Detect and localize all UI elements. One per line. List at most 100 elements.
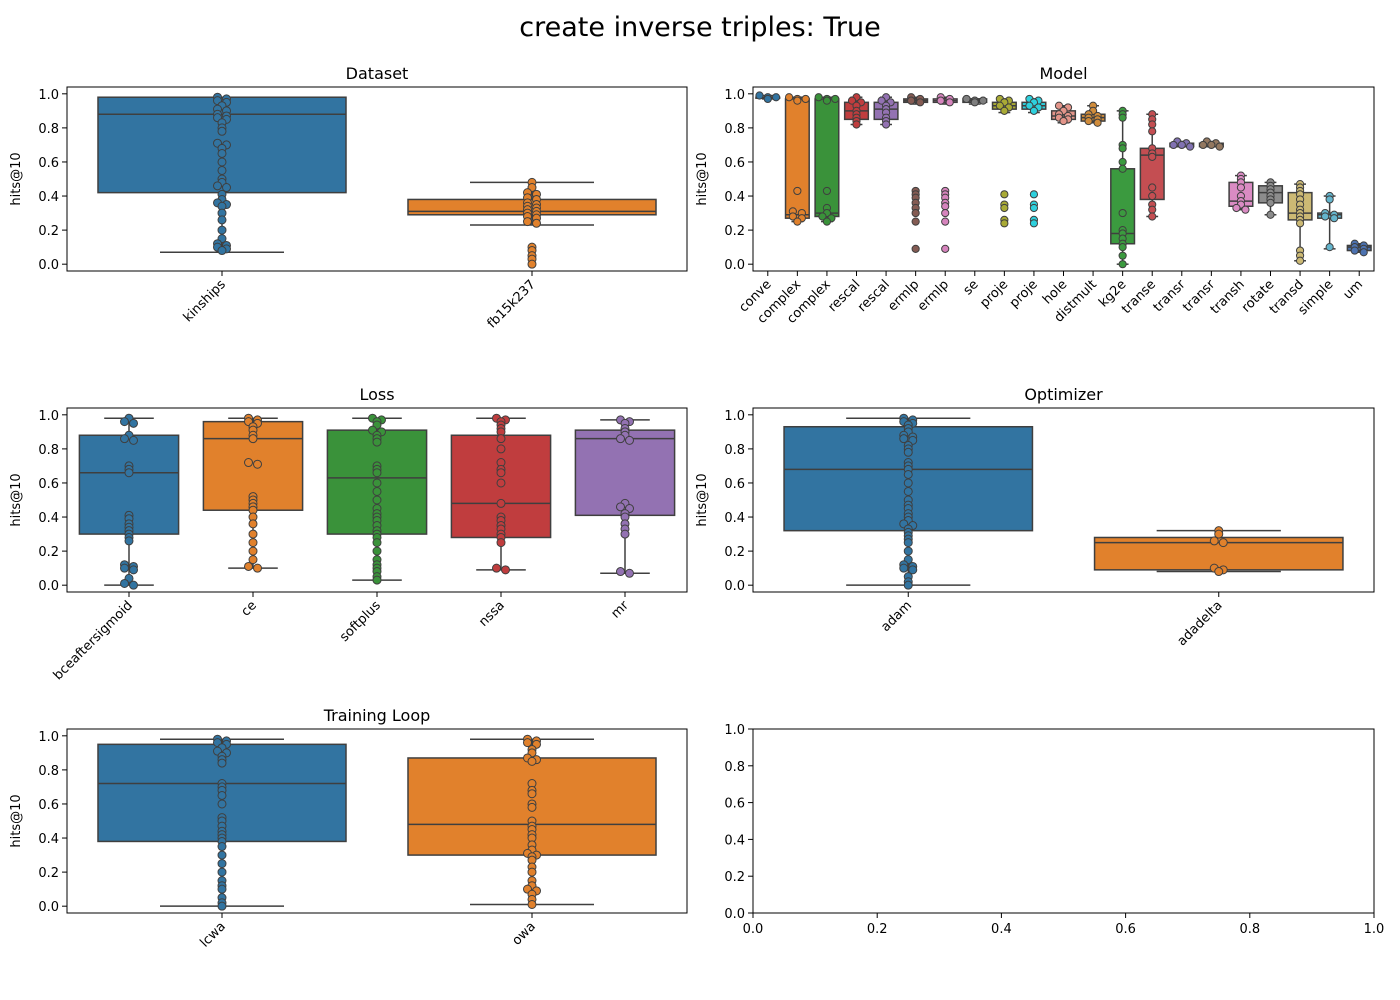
data-point [1148, 205, 1157, 214]
data-point [903, 580, 913, 590]
x-tick-label: rescal [825, 277, 863, 315]
data-point [1148, 152, 1157, 161]
data-point [771, 93, 781, 102]
data-point [248, 555, 258, 565]
data-point [1000, 190, 1009, 199]
data-point [120, 578, 129, 588]
data-point [877, 96, 886, 105]
data-point [501, 565, 510, 575]
data-point [1207, 140, 1216, 150]
data-point [903, 546, 913, 556]
data-point [1054, 101, 1064, 110]
x-tick-label: adadelta [1175, 598, 1226, 649]
y-tick-label: 1.0 [38, 409, 59, 424]
data-point [818, 212, 827, 221]
x-tick-label: ermlp [915, 277, 952, 314]
x-tick-label: lcwa [197, 919, 228, 950]
data-point [1118, 243, 1127, 252]
data-point [217, 225, 227, 235]
x-tick-label: 1.0 [1364, 922, 1385, 937]
data-point [248, 519, 258, 529]
data-point [1093, 118, 1102, 127]
data-point [616, 567, 625, 577]
subplot-optimizer: Optimizer 0.0 0.2 0.4 0.6 0.8 1.0 hits@10 adam ad… [695, 385, 1375, 649]
box [407, 198, 657, 216]
data-point [1000, 219, 1009, 228]
y-tick-label: 0.8 [724, 122, 745, 137]
x-tick-label: um [1341, 277, 1366, 302]
data-point [248, 538, 258, 548]
data-point [523, 738, 532, 748]
y-tick-label: 0.2 [724, 870, 745, 885]
data-point [244, 458, 253, 468]
subplot-title: Dataset [346, 64, 409, 83]
data-point [248, 434, 258, 444]
y-tick-label: 0.6 [38, 477, 59, 492]
subplot-training-loop: Training Loop 0.0 0.2 0.4 0.6 0.8 1.0 hits@10 lc… [9, 706, 688, 951]
x-tick-label: proje [977, 277, 1011, 311]
data-point [1118, 251, 1127, 260]
data-point [217, 126, 227, 136]
x-tick-label: transr [1151, 277, 1189, 315]
box [784, 98, 810, 219]
data-point [911, 208, 920, 218]
data-point [822, 217, 832, 226]
x-tick-label: nssa [476, 598, 508, 630]
data-point [847, 96, 857, 105]
y-tick-label: 0.8 [38, 122, 59, 137]
data-point [1029, 219, 1039, 228]
data-point [372, 437, 382, 447]
y-tick-label: 0.6 [724, 156, 745, 171]
data-point [1232, 203, 1241, 213]
y-axis-label: hits@10 [9, 473, 24, 526]
y-tick-label: 0.0 [38, 900, 59, 915]
data-point [124, 536, 134, 546]
data-point [1118, 260, 1127, 269]
data-point [801, 94, 810, 104]
x-tick-label: se [961, 277, 982, 298]
box [1346, 244, 1372, 252]
data-point [1169, 140, 1178, 150]
y-axis-label: hits@10 [695, 152, 710, 205]
data-point [217, 867, 227, 877]
data-point [217, 884, 227, 894]
subplot-dataset: Dataset 0.0 0.2 0.4 0.6 0.8 1.0 hits@10 kinships… [9, 64, 688, 331]
x-tick-label: kinships [181, 277, 229, 325]
data-point [1236, 183, 1246, 192]
data-point [1325, 243, 1334, 252]
data-point [1059, 116, 1068, 126]
data-point [1148, 212, 1157, 221]
x-tick-label: proje [1007, 277, 1041, 311]
data-point [120, 434, 129, 444]
data-point [496, 538, 506, 548]
data-point [1118, 164, 1127, 173]
data-point [217, 859, 227, 869]
data-point [124, 468, 134, 478]
x-tick-label: transe [1119, 277, 1159, 317]
data-point [1359, 248, 1368, 257]
x-tick-label: fb15k237 [485, 277, 539, 331]
data-point [372, 546, 382, 556]
data-point [903, 469, 913, 479]
data-point [1295, 256, 1305, 265]
data-point [881, 120, 891, 129]
data-point [1029, 190, 1039, 199]
data-point [1118, 113, 1127, 122]
data-point [496, 478, 506, 488]
y-tick-label: 0.0 [724, 907, 745, 922]
y-tick-label: 1.0 [38, 88, 59, 103]
data-point [907, 96, 916, 105]
subplot-model: Model0.00.20.40.60.81.0hits@10convecompl… [695, 64, 1375, 327]
data-point [962, 94, 971, 104]
data-point [1177, 140, 1186, 150]
data-point [527, 789, 537, 799]
data-point [217, 850, 227, 860]
data-point [1029, 106, 1039, 115]
data-point [625, 435, 634, 445]
figure-title: create inverse triples: True [519, 12, 881, 43]
y-tick-label: 1.0 [724, 409, 745, 424]
x-tick-label: mr [608, 598, 632, 622]
data-point [903, 478, 913, 488]
data-point [995, 101, 1004, 110]
data-point [899, 434, 909, 444]
